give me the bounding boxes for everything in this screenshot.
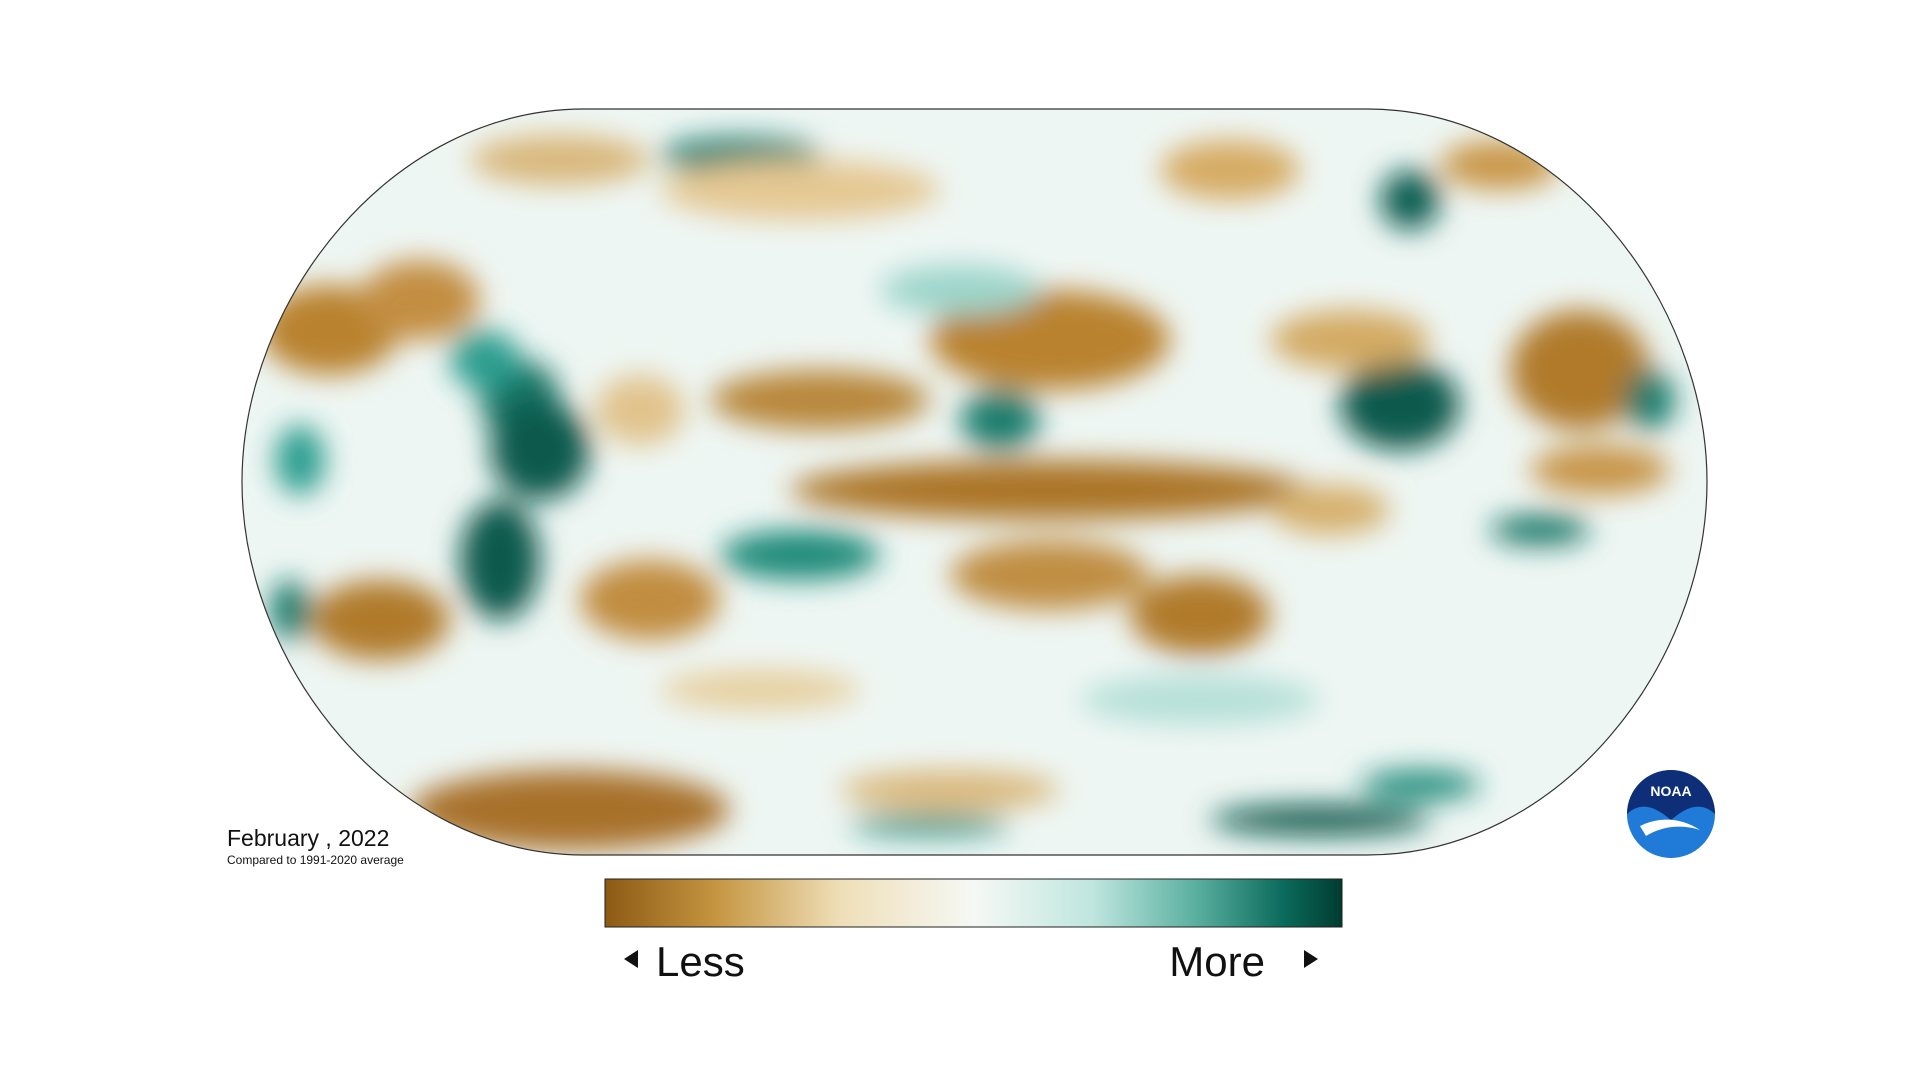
map-baseline: Compared to 1991-2020 average [227,853,404,867]
noaa-logo: NOAA [1627,770,1715,858]
arrow-left [624,950,638,968]
precipitation-map [241,108,1708,856]
legend-high: More [1169,938,1265,985]
arrow-right [1304,950,1318,968]
map-date: February , 2022 [227,825,389,851]
legend-low: Less [656,938,745,985]
anomaly-field [260,135,1675,850]
map-outline [241,108,1708,856]
legend: Less More [604,878,1343,985]
logo-text: NOAA [1650,783,1691,799]
color-bar [604,878,1343,928]
